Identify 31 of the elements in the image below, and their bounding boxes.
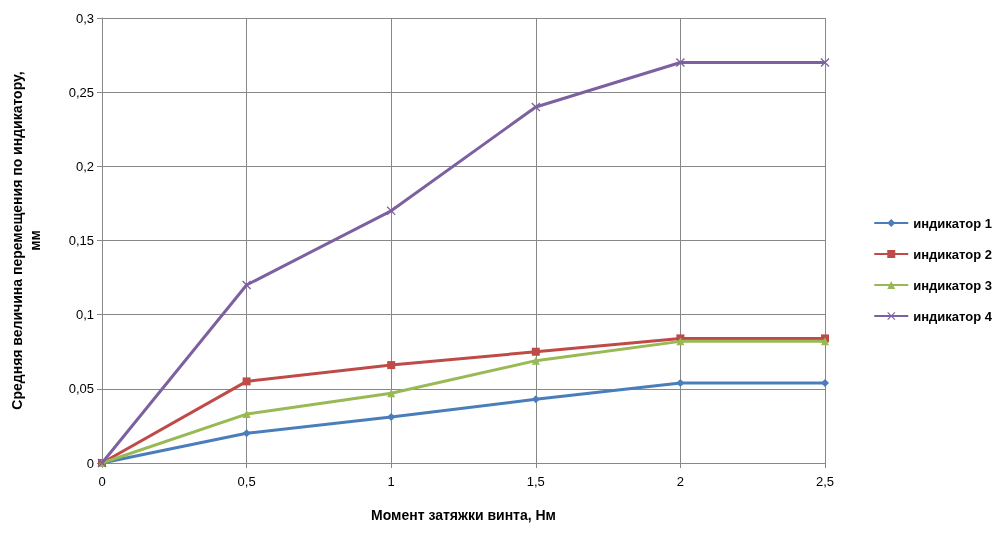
y-tick-label: 0,05: [68, 381, 94, 397]
point: [531, 395, 540, 404]
x-axis-title: Момент затяжки винта, Нм: [371, 507, 556, 523]
legend-label: индикатор 2: [913, 246, 993, 262]
point: [387, 361, 396, 370]
x-tick-label: 0: [98, 474, 106, 489]
y-tick-label: 0,1: [75, 307, 94, 323]
x-tick-label: 2,5: [815, 474, 835, 489]
legend-label: индикатор 3: [913, 277, 993, 293]
x-tick-label: 0,5: [237, 474, 256, 489]
point: [531, 102, 541, 112]
point: [531, 356, 540, 365]
point: [242, 280, 252, 290]
point: [242, 410, 251, 419]
x-tick-label: 1: [387, 474, 395, 489]
point: [531, 347, 540, 356]
y-tick-label: 0,2: [75, 158, 94, 174]
legend-label: индикатор 1: [913, 215, 993, 231]
point: [242, 429, 251, 438]
point: [242, 377, 251, 386]
x-tick-label: 1,5: [526, 474, 545, 489]
y-tick-label: 0,3: [75, 10, 94, 26]
point: [676, 378, 685, 387]
legend-label: индикатор 4: [913, 308, 993, 324]
y-tick-label: 0,15: [68, 233, 94, 248]
y-axis-title: Средняя величина перемещения по индикатору, мм: [9, 71, 43, 410]
point: [821, 378, 829, 387]
x-tick-label: 2: [676, 474, 685, 489]
y-tick-label: 0,25: [68, 84, 94, 100]
y-tick-label: 0: [86, 455, 94, 471]
point: [820, 58, 830, 67]
